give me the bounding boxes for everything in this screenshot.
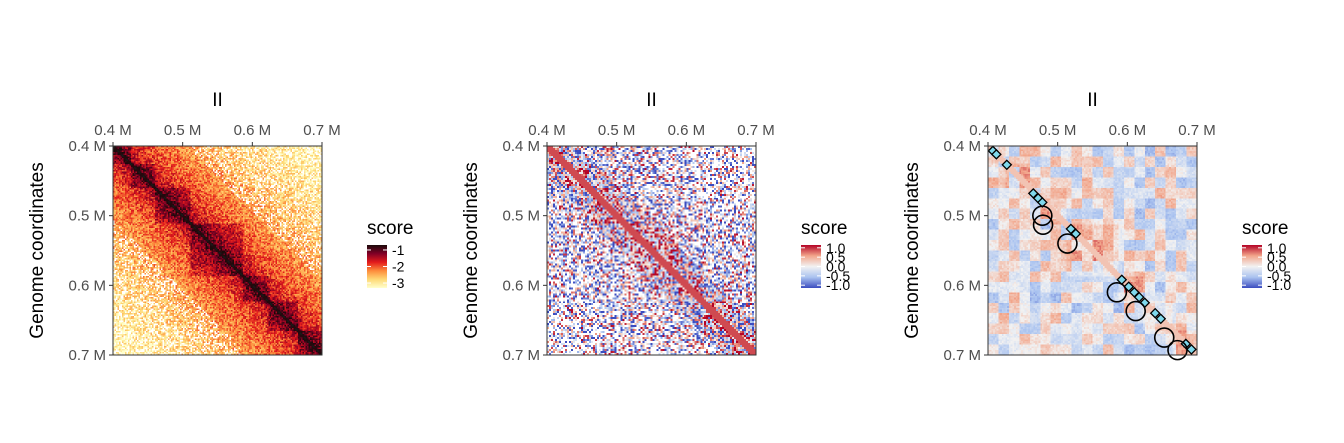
- y-tick-label: 0.7 M: [502, 347, 540, 364]
- legend-tick-label: -1.0: [826, 277, 850, 293]
- circle-marker: [1032, 205, 1053, 226]
- correlation-matrix-panel: II 0.4 M 0.5 M 0.6 M 0.7 M 0.4 M 0.5 M 0.6 M 0.7…: [461, 90, 850, 364]
- legend-tick-label: 0.5: [1267, 249, 1287, 265]
- hic-matrix-panel: II 0.4 M 0.5 M 0.6 M 0.7 M 0.4 M 0.5 M 0.6 M 0.7…: [27, 90, 413, 364]
- circle-marker: [1153, 327, 1175, 348]
- heatmap-cells: [988, 146, 1197, 355]
- panel-title: II: [1087, 90, 1098, 111]
- x-tick-label: 0.6 M: [1109, 122, 1147, 139]
- panel-title: II: [212, 90, 223, 111]
- circle-marker: [1125, 300, 1146, 322]
- x-tick-label: 0.7 M: [737, 122, 775, 139]
- heatmap-cells: [547, 146, 756, 355]
- x-tick-label: 0.4 M: [528, 122, 566, 139]
- panel-border: [112, 145, 323, 356]
- y-axis-label: Genome coordinates: [902, 162, 923, 338]
- y-tick-label: 0.4 M: [502, 138, 540, 155]
- y-tick-label: 0.5 M: [943, 208, 981, 225]
- legend-tick-label: -0.5: [1267, 268, 1291, 284]
- legend-tick-label: -0.5: [826, 268, 850, 284]
- legend-title: score: [1242, 218, 1288, 239]
- legend-colorbar: [1242, 245, 1262, 288]
- y-tick-label: 0.6 M: [943, 277, 981, 294]
- legend-tick-label: 1.0: [1267, 240, 1287, 256]
- diamond-marker: [1149, 307, 1161, 319]
- y-tick-label: 0.5 M: [502, 208, 540, 225]
- diagonal-line: [112, 145, 323, 356]
- x-tick-label: 0.5 M: [1039, 122, 1077, 139]
- x-tick-label: 0.6 M: [668, 122, 706, 139]
- x-tick-label: 0.7 M: [303, 122, 341, 139]
- y-tick-label: 0.4 M: [943, 138, 981, 155]
- panel-title: II: [646, 90, 657, 111]
- y-tick-label: 0.7 M: [943, 347, 981, 364]
- legend-colorbar: [367, 245, 387, 288]
- y-tick-label: 0.6 M: [68, 277, 106, 294]
- diamond-marker: [990, 148, 1002, 160]
- legend-tick-label: -1.0: [1267, 277, 1291, 293]
- y-tick-label: 0.7 M: [68, 347, 106, 364]
- legend-tick-label: 0.0: [826, 259, 846, 275]
- legend-title: score: [367, 218, 413, 239]
- x-tick-label: 0.7 M: [1178, 122, 1216, 139]
- circle-marker: [1167, 339, 1188, 361]
- legend-tick-label: 1.0: [826, 240, 846, 256]
- x-tick-label: 0.5 M: [164, 122, 202, 139]
- circle-marker: [1032, 214, 1054, 236]
- diamond-marker: [1186, 344, 1197, 355]
- x-tick-label: 0.6 M: [234, 122, 272, 139]
- circle-marker: [1057, 233, 1078, 254]
- legend-tick-label: -3: [392, 275, 405, 291]
- x-tick-label: 0.4 M: [969, 122, 1007, 139]
- legend-tick-label: -1: [392, 242, 405, 258]
- y-axis-label: Genome coordinates: [461, 162, 482, 338]
- panel-border: [987, 145, 1198, 356]
- y-axis-label: Genome coordinates: [27, 162, 48, 338]
- y-tick-label: 0.6 M: [502, 277, 540, 294]
- x-tick-label: 0.5 M: [598, 122, 636, 139]
- smoothed-matrix-panel: II 0.4 M 0.5 M 0.6 M 0.7 M 0.4 M 0.5 M 0.6 M 0.7…: [902, 90, 1291, 364]
- legend-tick-label: -2: [392, 259, 405, 275]
- legend-tick-label: 0.0: [1267, 259, 1287, 275]
- diamond-marker: [1001, 159, 1013, 171]
- circle-marker: [1106, 281, 1128, 303]
- legend-title: score: [801, 218, 847, 239]
- diamond-marker: [1155, 313, 1167, 325]
- y-tick-label: 0.5 M: [68, 208, 106, 225]
- legend-colorbar: [801, 245, 821, 288]
- y-tick-label: 0.4 M: [68, 138, 106, 155]
- legend-tick-label: 0.5: [826, 249, 846, 265]
- x-tick-label: 0.4 M: [94, 122, 132, 139]
- panel-border: [546, 145, 757, 356]
